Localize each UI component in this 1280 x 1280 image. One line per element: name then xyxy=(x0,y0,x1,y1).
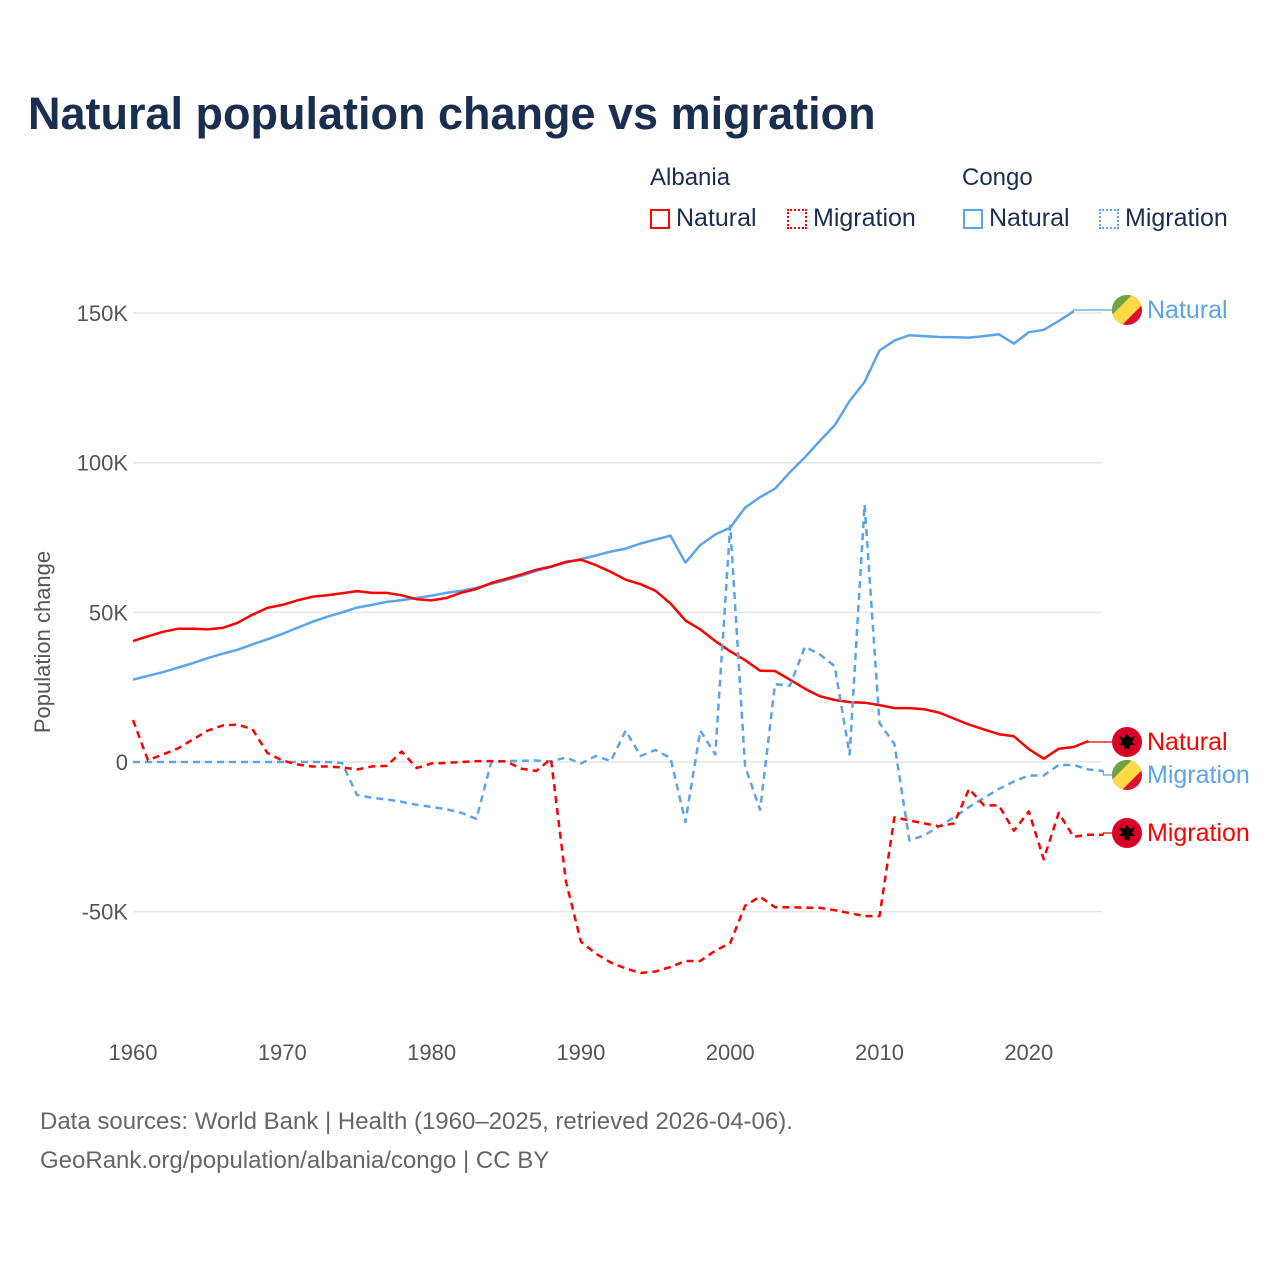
x-tick-label: 1960 xyxy=(109,1040,158,1065)
y-tick-label: 0 xyxy=(116,750,128,775)
chart-title: Natural population change vs migration xyxy=(28,88,876,139)
label-connector xyxy=(1087,741,1112,743)
series-line-albania-natural xyxy=(132,558,1089,760)
albania-flag-icon xyxy=(1112,727,1142,757)
label-connector xyxy=(1102,832,1112,835)
y-tick-label: 100K xyxy=(77,451,129,476)
congo-flag-icon xyxy=(1112,295,1142,325)
label-connector xyxy=(1072,309,1112,312)
footer-url[interactable]: GeoRank.org/population/albania/congo | C… xyxy=(40,1147,550,1174)
dotted-swatch-icon xyxy=(787,208,807,229)
end-label: Migration xyxy=(1147,819,1250,847)
legend-label: Natural xyxy=(676,204,757,232)
x-tick-label: 1990 xyxy=(556,1040,605,1065)
congo-flag-icon xyxy=(1112,760,1142,790)
solid-swatch-icon xyxy=(963,208,983,229)
legend-group-congo: Congo xyxy=(962,164,1033,191)
x-tick-label: 2020 xyxy=(1004,1040,1053,1065)
dotted-swatch-icon xyxy=(1099,208,1119,229)
legend-congo-natural[interactable]: Natural xyxy=(963,204,1070,233)
y-axis-label: Population change xyxy=(30,551,55,733)
end-label: Migration xyxy=(1147,761,1250,789)
y-tick-label: 150K xyxy=(77,301,129,326)
legend-albania-natural[interactable]: Natural xyxy=(650,204,757,233)
series-line-albania-migration xyxy=(131,719,1104,975)
x-tick-label: 2000 xyxy=(706,1040,755,1065)
solid-swatch-icon xyxy=(650,208,670,229)
legend-label: Migration xyxy=(1125,204,1228,232)
legend-label: Migration xyxy=(813,204,916,232)
legend-group-albania: Albania xyxy=(650,164,731,191)
legend-albania-migration[interactable]: Migration xyxy=(787,204,916,233)
footer-source: Data sources: World Bank | Health (1960–… xyxy=(40,1108,793,1135)
y-tick-label: 50K xyxy=(89,600,128,625)
label-connector xyxy=(1102,770,1112,776)
series-line-congo-migration xyxy=(133,503,1104,842)
albania-flag-icon xyxy=(1112,818,1142,848)
end-label: Natural xyxy=(1147,728,1228,756)
series-line-congo-natural xyxy=(132,310,1075,681)
x-tick-label: 2010 xyxy=(855,1040,904,1065)
end-label: Natural xyxy=(1147,296,1228,324)
legend-label: Natural xyxy=(989,204,1070,232)
x-tick-label: 1970 xyxy=(258,1040,307,1065)
y-tick-label: -50K xyxy=(82,900,129,925)
legend-congo-migration[interactable]: Migration xyxy=(1099,204,1228,233)
x-tick-label: 1980 xyxy=(407,1040,456,1065)
